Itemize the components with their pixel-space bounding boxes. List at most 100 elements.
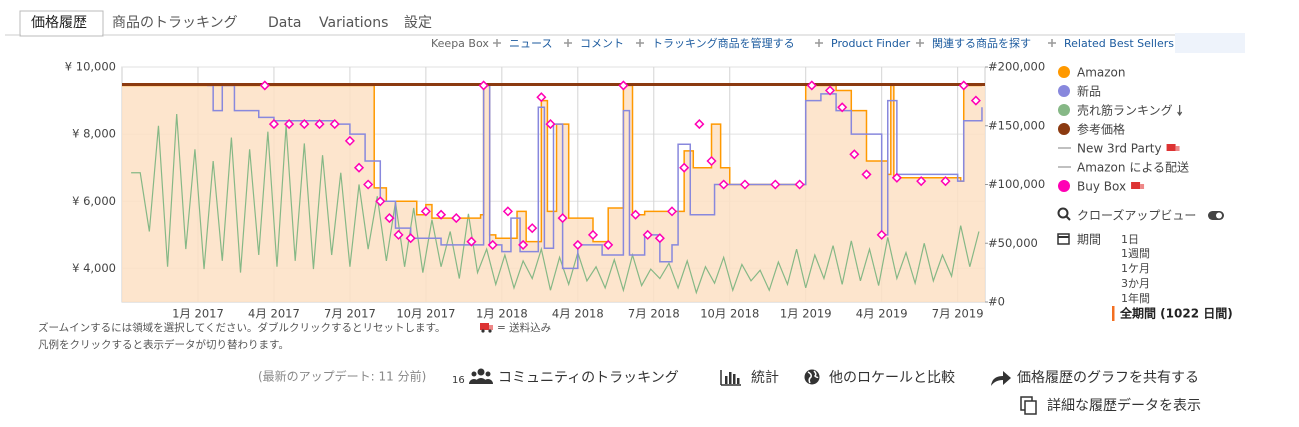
tab[interactable]: 商品のトラッキング bbox=[112, 15, 238, 31]
buy-box-point bbox=[329, 119, 340, 130]
buy-box-point bbox=[958, 80, 969, 91]
period-active-marker bbox=[1112, 306, 1115, 321]
compare-locales[interactable]: 他のロケールと比較 bbox=[829, 370, 955, 386]
community-tracking[interactable]: コミュニティのトラッキング bbox=[498, 370, 679, 386]
buy-box-point bbox=[916, 176, 927, 187]
buy-box-point bbox=[420, 206, 431, 217]
share-graph[interactable]: 価格履歴のグラフを共有する bbox=[1017, 370, 1199, 386]
buy-box-point bbox=[739, 179, 751, 190]
share-icon bbox=[991, 371, 1011, 386]
x-tick-label: 7月 2017 bbox=[324, 307, 376, 321]
buy-box-point bbox=[314, 119, 325, 130]
magnifier-handle bbox=[1065, 215, 1071, 221]
x-tick-label: 7月 2018 bbox=[628, 307, 680, 321]
link[interactable]: Product Finder bbox=[831, 37, 911, 50]
x-tick-label: 7月 2019 bbox=[932, 307, 984, 321]
buy-box-point bbox=[268, 119, 279, 130]
tab[interactable]: 価格履歴 bbox=[31, 15, 87, 31]
buy-box-point bbox=[694, 119, 705, 130]
link[interactable]: コメント bbox=[580, 37, 624, 50]
period-option[interactable]: 1週間 bbox=[1121, 247, 1150, 260]
plot bbox=[122, 80, 985, 302]
closeup[interactable]: クローズアップビュー bbox=[1057, 207, 1225, 223]
legend-label: 参考価格 bbox=[1077, 122, 1125, 137]
truck-icon bbox=[1166, 144, 1176, 151]
legend-label: Buy Box bbox=[1077, 180, 1126, 194]
legend-item[interactable]: Buy Box bbox=[1058, 180, 1145, 194]
y2-tick-label: #0 bbox=[988, 295, 1005, 309]
period-option[interactable]: 1日 bbox=[1121, 233, 1139, 246]
buy-box-point bbox=[478, 80, 489, 91]
legend-item[interactable]: 参考価格 bbox=[1058, 122, 1125, 137]
last-update: (最新のアップデート: 11 分前) bbox=[258, 369, 426, 384]
x-tick-label: 4月 2019 bbox=[856, 307, 908, 321]
link-separator bbox=[1048, 39, 1056, 47]
buy-box-point bbox=[299, 119, 310, 130]
tab[interactable]: Variations bbox=[319, 15, 388, 31]
buy-box-point bbox=[654, 233, 665, 244]
buy-box-point bbox=[970, 95, 981, 106]
legend-item[interactable]: 売れ筋ランキング bbox=[1058, 103, 1183, 118]
period-option[interactable]: 1年間 bbox=[1121, 291, 1150, 305]
truck-wheel bbox=[488, 329, 492, 333]
buy-box-point bbox=[642, 229, 653, 240]
y-tick-label: ¥ 8,000 bbox=[72, 127, 116, 141]
x-tick-label: 10月 2018 bbox=[700, 307, 759, 321]
tab[interactable]: Data bbox=[268, 15, 301, 31]
buy-box-point bbox=[259, 80, 270, 91]
copy-icon-front bbox=[1024, 400, 1037, 415]
globe-lines bbox=[807, 370, 819, 384]
y2-tick-label: #100,000 bbox=[988, 177, 1045, 191]
y2-tick-label: #150,000 bbox=[988, 118, 1045, 132]
legend-label: Amazon による配送 bbox=[1077, 160, 1189, 175]
buy-box-point bbox=[487, 239, 498, 250]
x-tick-label: 1月 2019 bbox=[780, 307, 832, 321]
link[interactable]: ニュース bbox=[509, 37, 552, 50]
buy-box-point bbox=[837, 102, 848, 113]
stats-icon bbox=[720, 370, 741, 386]
legend-item[interactable]: Amazon bbox=[1058, 66, 1126, 80]
legend-label: 売れ筋ランキング bbox=[1077, 103, 1173, 118]
x-tick-label: 1月 2017 bbox=[172, 307, 224, 321]
buy-box-point bbox=[451, 213, 462, 224]
link[interactable]: Keepa Box bbox=[431, 37, 489, 50]
truck-cab bbox=[489, 325, 493, 330]
truck-icon bbox=[1175, 146, 1180, 151]
truck-icon bbox=[1131, 182, 1141, 189]
y-tick-label: ¥ 10,000 bbox=[65, 60, 116, 74]
area bbox=[122, 85, 985, 302]
legend-label: 新品 bbox=[1077, 84, 1101, 99]
legend-item[interactable]: New 3rd Party bbox=[1058, 142, 1180, 156]
buy-box-point bbox=[518, 239, 529, 250]
buy-box-point bbox=[940, 176, 951, 187]
tab[interactable]: 設定 bbox=[404, 15, 432, 31]
period-option[interactable]: 1ケ月 bbox=[1121, 262, 1150, 275]
tracking-count: 16 bbox=[452, 375, 465, 386]
buy-box-point bbox=[861, 169, 872, 180]
buy-box-point bbox=[794, 179, 805, 190]
buy-box-point bbox=[527, 223, 538, 234]
buy-box-point bbox=[502, 206, 513, 217]
y-tick-label: ¥ 6,000 bbox=[72, 194, 116, 208]
buy-box-point bbox=[557, 213, 568, 224]
stats[interactable]: 統計 bbox=[751, 370, 779, 386]
period-option[interactable]: 全期間 (1022 日間) bbox=[1119, 306, 1233, 321]
buy-box-point bbox=[824, 85, 836, 96]
link[interactable]: トラッキング商品を管理する bbox=[652, 36, 795, 50]
y2-tick-label: #50,000 bbox=[988, 236, 1038, 250]
link[interactable]: 関連する商品を探す bbox=[932, 36, 1031, 50]
buy-box-point bbox=[849, 149, 860, 160]
buy-box-point bbox=[393, 229, 404, 240]
buy-box-point bbox=[353, 162, 365, 173]
legend-item[interactable]: 新品 bbox=[1058, 84, 1101, 99]
buy-box-point bbox=[618, 80, 629, 91]
period-option[interactable]: 3か月 bbox=[1121, 277, 1150, 290]
link-separator bbox=[564, 39, 572, 47]
history-data[interactable]: 詳細な履歴データを表示 bbox=[1047, 397, 1201, 414]
legend-label: Amazon bbox=[1077, 66, 1126, 80]
legend-item[interactable]: Amazon による配送 bbox=[1058, 160, 1189, 175]
link[interactable]: Related Best Sellers bbox=[1064, 37, 1174, 50]
buy-box-point bbox=[284, 119, 295, 130]
